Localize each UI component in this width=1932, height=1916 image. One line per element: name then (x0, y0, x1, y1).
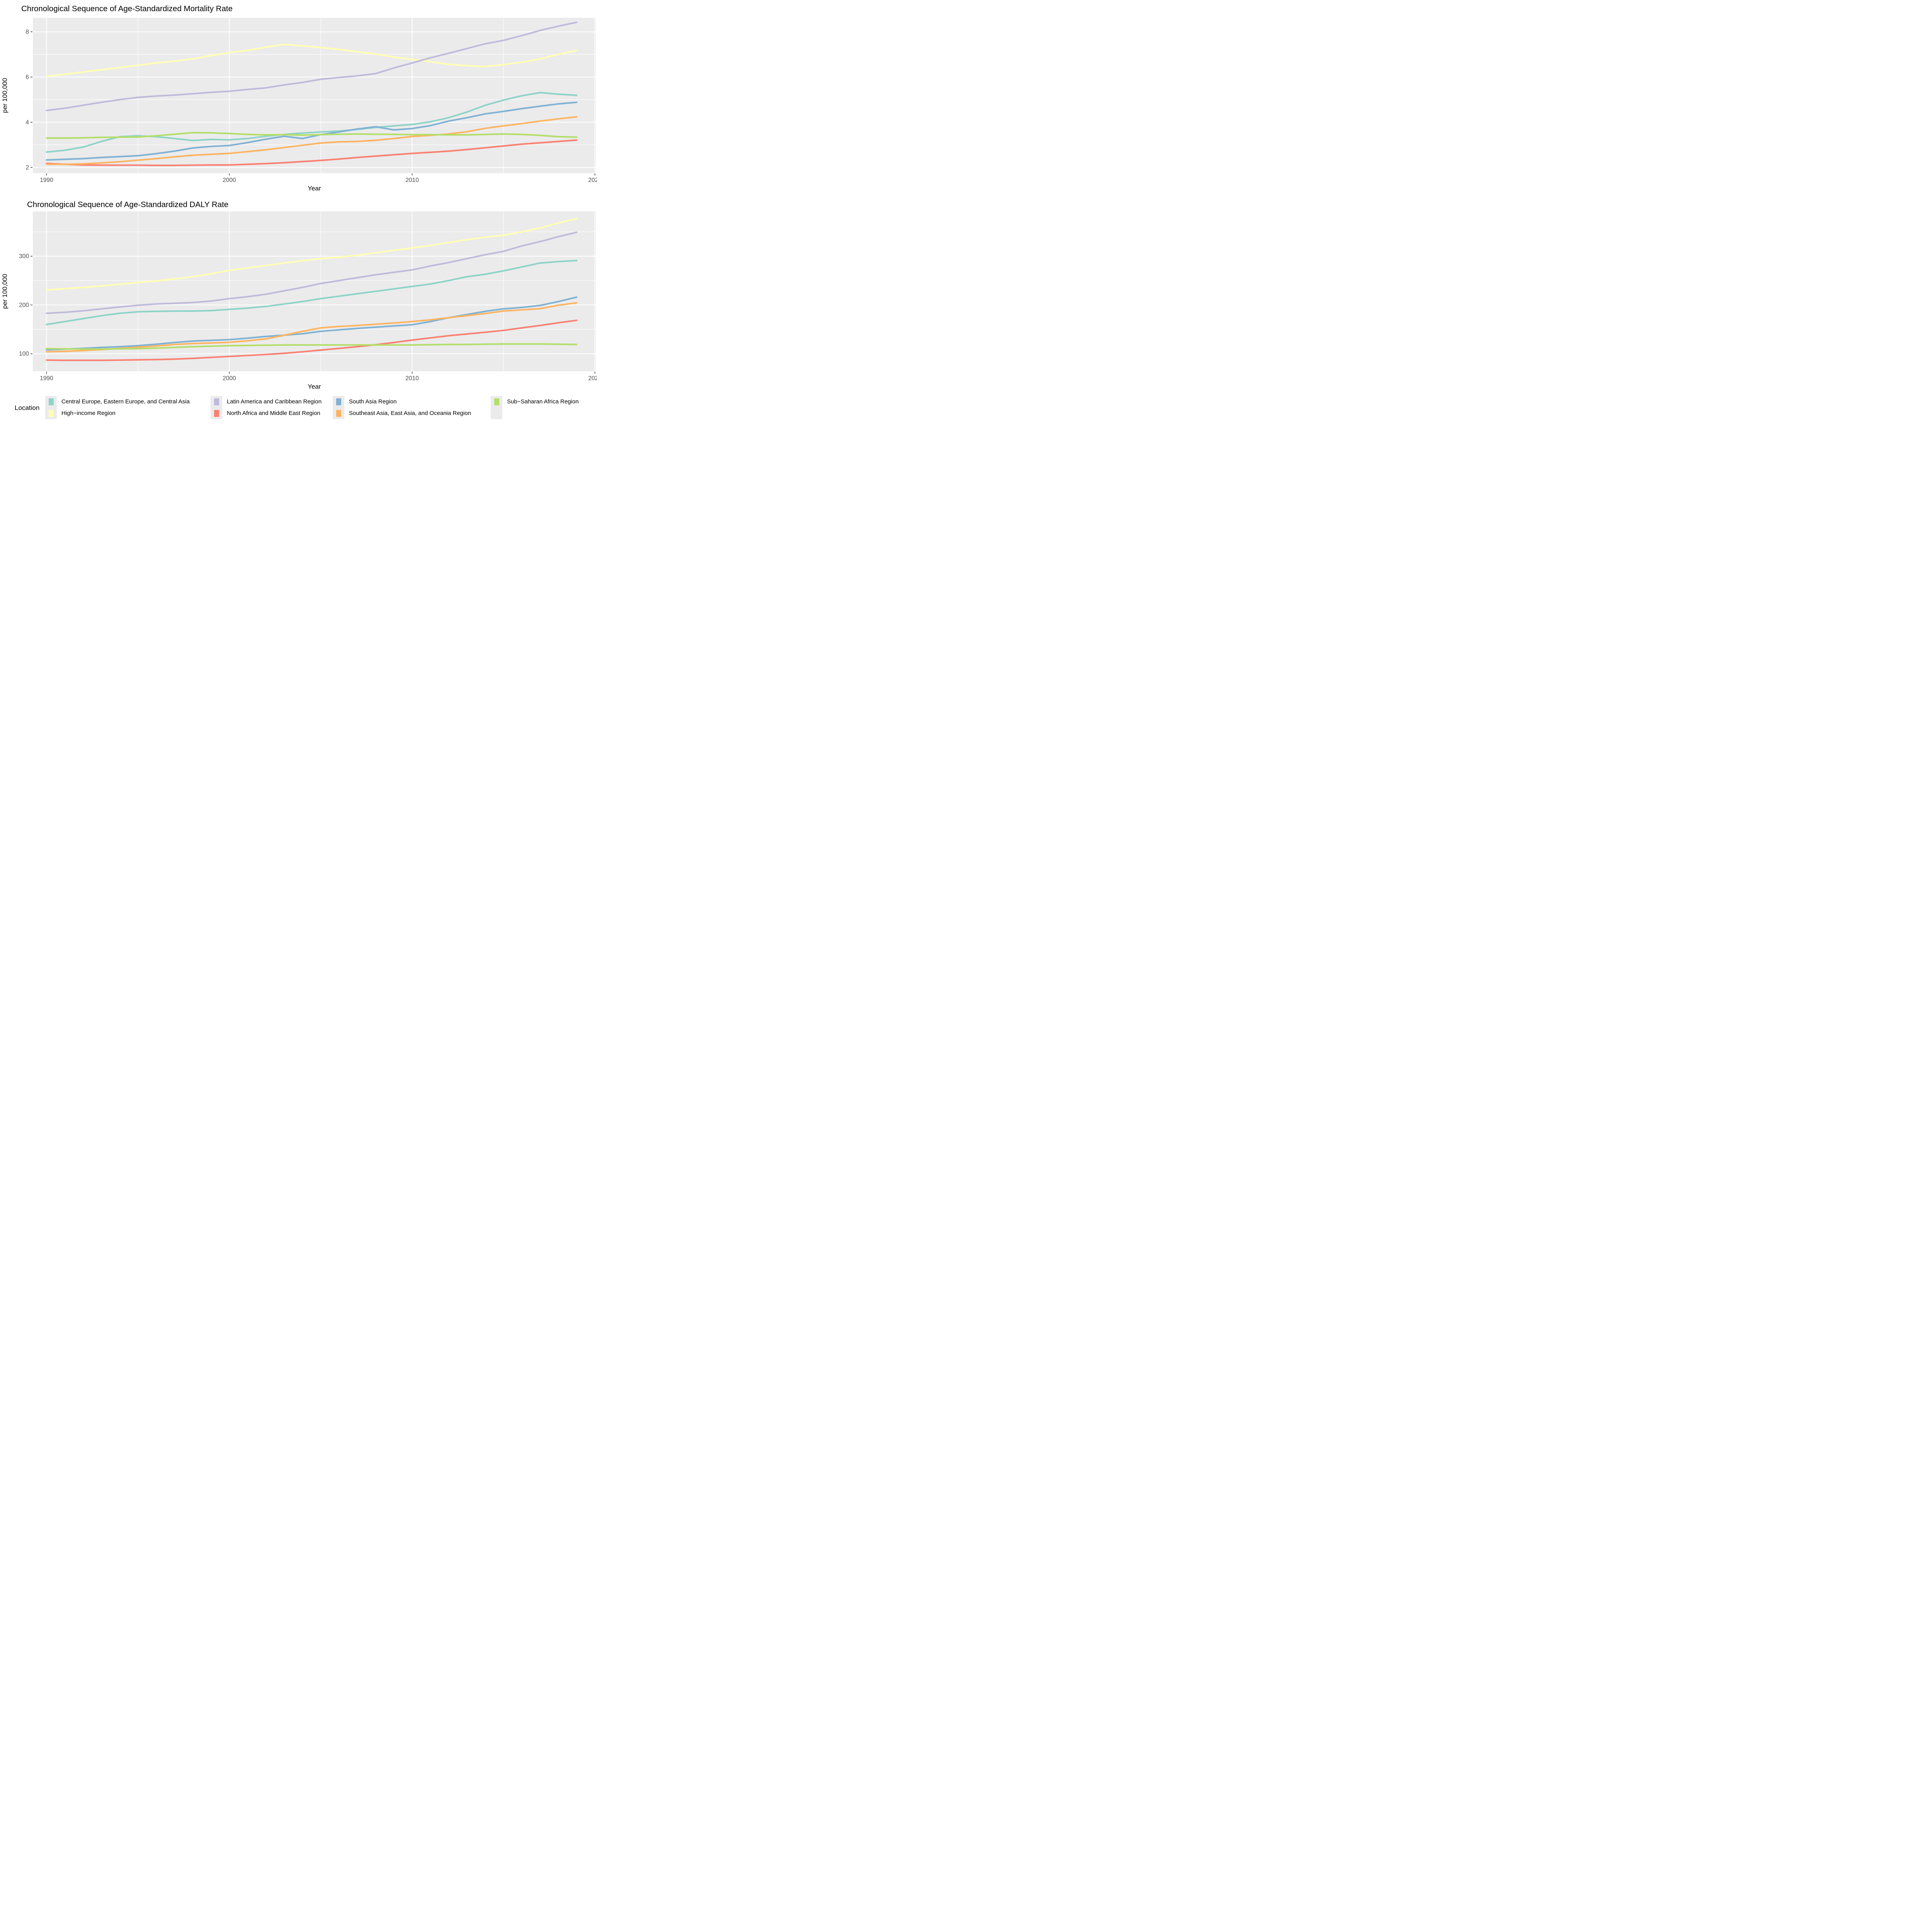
axes: 1990 2000 2010 2020 2 4 6 8 (26, 29, 597, 184)
legend-color-swatch-red (214, 410, 219, 417)
x-axis-title: Year (308, 383, 321, 390)
gridlines (33, 18, 596, 173)
y-axis-title: per 100,000 (1, 78, 9, 113)
series-line-purple (46, 21, 578, 111)
legend-title: Location (15, 404, 40, 411)
y-tick-label: 8 (26, 29, 29, 35)
series-line-orange (46, 116, 578, 165)
y-tick-label: 4 (26, 119, 29, 126)
y-tick-label: 200 (19, 302, 29, 308)
series-line-yellow (46, 43, 578, 77)
series-line-green (46, 343, 578, 350)
series-line-yellow (46, 218, 578, 291)
gridlines (33, 211, 596, 371)
legend-label: Southeast Asia, East Asia, and Oceania R… (349, 410, 471, 417)
x-tick-label: 2020 (588, 177, 597, 184)
y-tick-label: 6 (26, 74, 29, 80)
legend-label: South Asia Region (349, 398, 397, 405)
y-tick-label: 100 (19, 351, 29, 357)
x-tick-label: 1990 (40, 177, 53, 184)
series-lines (46, 21, 578, 167)
series-line-teal (46, 92, 578, 153)
legend-color-swatch-yellow (48, 410, 54, 417)
x-tick-label: 1990 (40, 375, 53, 382)
legend-label: High−income Region (61, 410, 116, 417)
chart-title: Chronological Sequence of Age-Standardiz… (21, 4, 233, 13)
x-axis-title: Year (308, 185, 321, 192)
mortality-chart: 1990 2000 2010 2020 2 4 6 8 Chronological Sequen… (1, 4, 597, 192)
x-tick-label: 2000 (223, 177, 236, 184)
legend-color-swatch-blue (336, 398, 341, 405)
series-line-red (46, 139, 578, 167)
axes: 1990 2000 2010 2020 100 200 300 (19, 253, 597, 382)
plot-page: 1990 2000 2010 2020 2 4 6 8 Chronological Sequen… (0, 0, 597, 422)
series-line-red (46, 320, 578, 361)
y-axis-title: per 100,000 (1, 274, 9, 309)
series-line-teal (46, 260, 578, 325)
y-tick-label: 300 (19, 253, 29, 260)
legend-color-swatch-orange (336, 410, 341, 417)
daly-chart: 1990 2000 2010 2020 100 200 300 Chronological S… (1, 200, 597, 390)
series-line-blue (46, 101, 578, 161)
legend-label: North Africa and Middle East Region (227, 410, 320, 417)
legend-label: Latin America and Caribbean Region (227, 398, 322, 405)
series-line-orange (46, 302, 578, 353)
x-tick-label: 2020 (588, 375, 597, 382)
y-tick-label: 2 (26, 164, 29, 171)
legend-label: Sub−Saharan Africa Region (507, 398, 579, 405)
legend-color-swatch-green (494, 398, 499, 405)
series-line-purple (46, 231, 578, 314)
series-lines (46, 218, 578, 361)
x-tick-label: 2010 (405, 375, 419, 382)
x-tick-label: 2000 (223, 375, 236, 382)
legend-color-swatch-purple (214, 398, 219, 405)
charts-canvas: 1990 2000 2010 2020 2 4 6 8 Chronological Sequen… (1, 4, 597, 390)
chart-title: Chronological Sequence of Age-Standardiz… (27, 200, 228, 209)
legend-label: Central Europe, Eastern Europe, and Cent… (61, 398, 190, 405)
series-line-blue (46, 296, 578, 351)
x-tick-label: 2010 (405, 177, 419, 184)
legend-color-swatch-teal (48, 398, 54, 405)
series-line-green (46, 132, 578, 139)
panel-background (33, 18, 596, 173)
